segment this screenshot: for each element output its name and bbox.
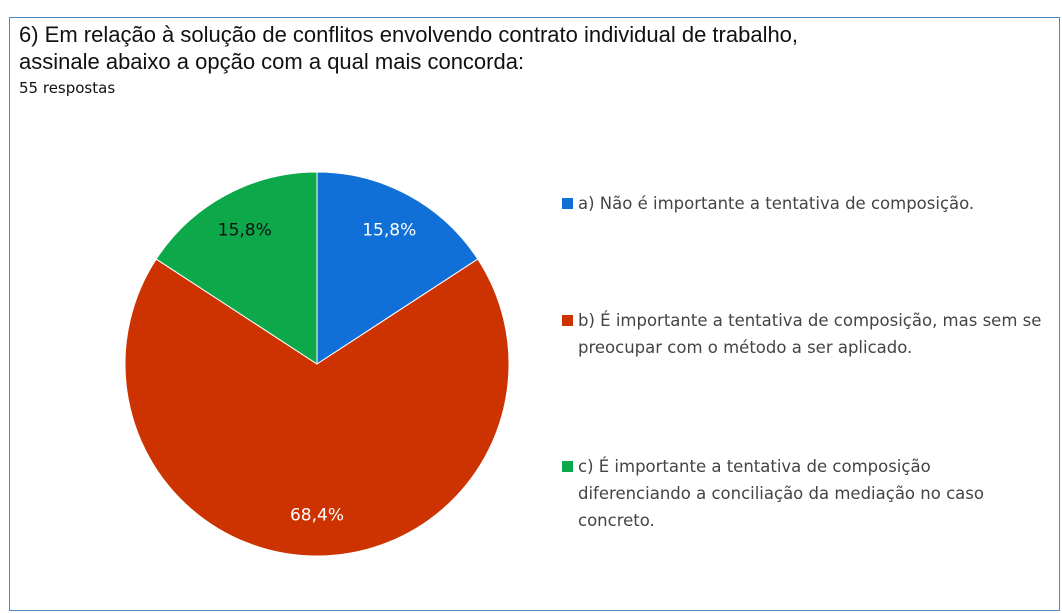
chart-title: 6) Em relação à solução de conflitos env… <box>19 22 799 74</box>
frame <box>9 17 1060 611</box>
legend-swatch <box>562 461 573 472</box>
legend-swatch <box>562 198 573 209</box>
legend-label: b) É importante a tentativa de composiçã… <box>578 311 1042 357</box>
pie-slice <box>124 258 510 557</box>
slice-label: 68,4% <box>290 506 344 526</box>
legend-label: c) É importante a tentativa de composiçã… <box>578 457 984 530</box>
legend-label: a) Não é importante a tentativa de compo… <box>578 194 975 213</box>
legend-swatch <box>562 315 573 326</box>
legend-entry: a) Não é importante a tentativa de compo… <box>562 190 1058 217</box>
slice-label: 15,8% <box>218 221 272 241</box>
pie-slice <box>316 171 479 365</box>
legend-entry: c) É importante a tentativa de composiçã… <box>562 453 1023 534</box>
pie-slice <box>155 171 318 365</box>
slice-label: 15,8% <box>362 221 416 241</box>
chart-subtitle: 55 respostas <box>19 79 116 97</box>
legend-entry: b) É importante a tentativa de composiçã… <box>562 307 1058 361</box>
